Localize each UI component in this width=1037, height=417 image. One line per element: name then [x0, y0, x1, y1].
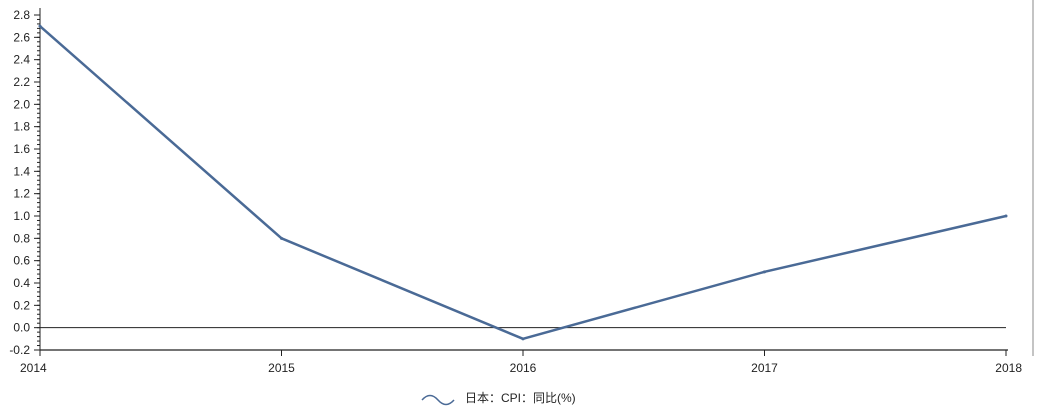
y-tick-label: 0.4 [13, 276, 30, 290]
x-tick-label: 2018 [995, 361, 1022, 375]
y-tick-label: 0.0 [13, 321, 30, 335]
data-point [38, 24, 42, 28]
x-tick-label: 2016 [510, 361, 537, 375]
y-tick-label: 0.2 [13, 298, 30, 312]
data-point [280, 236, 283, 240]
y-axis: -0.2 0.0 0.2 0.4 0.6 0.8 1.0 1.2 1.4 1.6 1.8 2.0 2.2… [9, 8, 1006, 357]
y-tick-label: 1.8 [13, 120, 30, 134]
y-tick-label: 1.2 [13, 187, 30, 201]
data-point [763, 270, 766, 274]
data-point [1004, 214, 1008, 218]
legend[interactable]: 日本：CPI：同比(%) [421, 391, 576, 406]
y-tick-label: 1.6 [13, 142, 30, 156]
y-tick-label: 2.4 [13, 53, 30, 67]
y-tick-label: 2.8 [13, 8, 30, 22]
y-tick-label: 2.2 [13, 75, 30, 89]
y-tick-label: 1.4 [13, 164, 30, 178]
legend-line-icon [421, 394, 455, 406]
series-line [39, 25, 1007, 341]
data-point [521, 337, 525, 341]
y-tick-label: 2.0 [13, 97, 30, 111]
x-tick-label: 2014 [20, 361, 47, 375]
y-tick-label: 0.6 [13, 254, 30, 268]
x-tick-label: 2017 [751, 361, 778, 375]
series-layer [38, 24, 1008, 341]
y-tick-label: 2.6 [13, 30, 30, 44]
y-tick-label: 0.8 [13, 231, 30, 245]
x-tick-label: 2015 [268, 361, 295, 375]
y-tick-label: 1.0 [13, 209, 30, 223]
y-tick-label: -0.2 [9, 343, 30, 357]
legend-label: 日本：CPI：同比(%) [465, 391, 576, 405]
x-axis: 2014 2015 2016 2017 2018 [20, 349, 1022, 375]
